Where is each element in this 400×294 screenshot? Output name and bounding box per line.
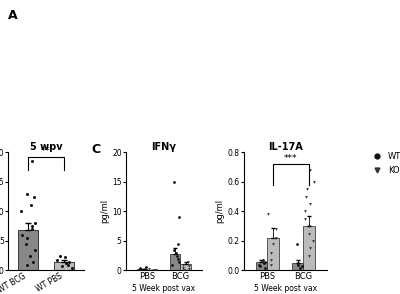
Legend: WT, KO: WT, KO	[369, 152, 400, 175]
Text: **: **	[41, 146, 51, 156]
Bar	[304, 226, 315, 270]
Bar	[18, 230, 38, 270]
Bar	[170, 254, 180, 270]
Text: C: C	[92, 143, 101, 156]
Y-axis label: pg/ml: pg/ml	[100, 199, 109, 223]
Text: A: A	[8, 9, 18, 22]
Bar	[54, 262, 74, 270]
X-axis label: 5 Week post vax: 5 Week post vax	[132, 284, 196, 293]
Bar	[292, 263, 304, 270]
Title: IFNγ: IFNγ	[151, 141, 176, 151]
X-axis label: 5 Week post vax: 5 Week post vax	[254, 284, 317, 293]
Y-axis label: pg/ml: pg/ml	[216, 199, 225, 223]
Bar	[267, 238, 279, 270]
Title: 5 wpv: 5 wpv	[30, 141, 62, 151]
Bar	[137, 269, 147, 270]
Title: IL-17A: IL-17A	[268, 141, 303, 151]
Bar	[256, 262, 267, 270]
Text: ***: ***	[284, 154, 298, 163]
Bar	[180, 264, 191, 270]
